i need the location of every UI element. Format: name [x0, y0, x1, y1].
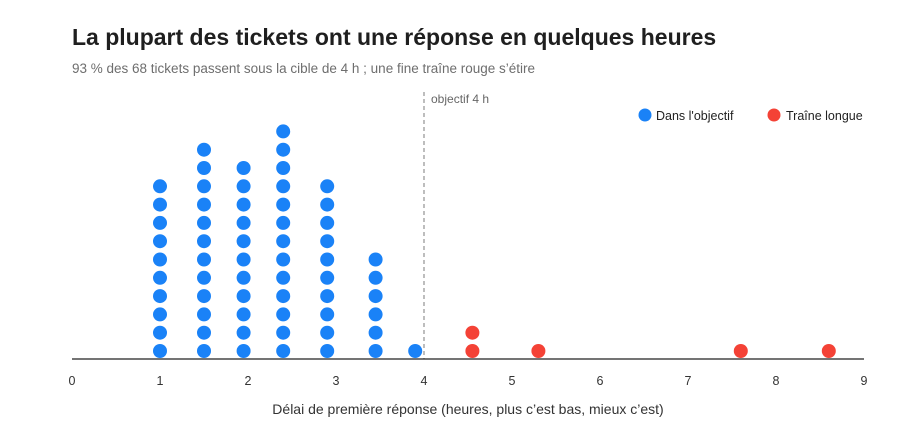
dot-on-target-5-1	[368, 325, 383, 340]
dot-on-target-0-4	[153, 270, 167, 285]
chart-title: La plupart des tickets ont une réponse e…	[72, 24, 717, 50]
dot-on-target-0-7	[153, 215, 167, 230]
dot-on-target-0-6	[153, 234, 167, 249]
dot-on-target-3-7	[276, 215, 291, 230]
dot-long-tail-2-0	[733, 344, 748, 358]
dot-on-target-2-8	[236, 197, 251, 212]
dot-on-target-3-10	[276, 161, 291, 175]
dot-on-target-1-1	[197, 325, 211, 340]
dot-on-target-2-4	[236, 270, 251, 285]
x-tick-label-4: 4	[421, 374, 428, 388]
dot-on-target-4-2	[320, 307, 335, 322]
x-tick-label-8: 8	[773, 374, 780, 388]
dot-on-target-1-5	[197, 252, 211, 267]
x-tick-label-9: 9	[861, 374, 868, 388]
dot-on-target-3-11	[276, 142, 291, 157]
dot-on-target-4-9	[320, 179, 335, 194]
x-tick-label-5: 5	[509, 374, 516, 388]
x-tick-label-7: 7	[685, 374, 692, 388]
dot-on-target-2-6	[236, 234, 251, 249]
dot-on-target-5-5	[368, 252, 383, 267]
dot-on-target-1-8	[197, 197, 211, 212]
dot-on-target-3-8	[276, 197, 291, 212]
legend-marker-1	[767, 108, 781, 122]
dot-on-target-4-5	[320, 252, 335, 267]
target-label: objectif 4 h	[431, 92, 489, 106]
dot-on-target-4-7	[320, 215, 335, 230]
dot-on-target-2-0	[236, 344, 251, 358]
x-tick-label-2: 2	[245, 374, 252, 388]
dot-on-target-6-0	[408, 344, 423, 358]
dot-on-target-1-4	[197, 270, 211, 285]
dot-on-target-2-10	[236, 161, 251, 175]
dot-on-target-3-1	[276, 325, 291, 340]
x-tick-label-3: 3	[333, 374, 340, 388]
dot-on-target-1-10	[197, 161, 211, 175]
dot-on-target-1-3	[197, 289, 211, 304]
x-axis-title: Délai de première réponse (heures, plus …	[272, 401, 663, 417]
dot-on-target-2-2	[236, 307, 251, 322]
chart-subtitle: 93 % des 68 tickets passent sous la cibl…	[72, 61, 536, 76]
dot-on-target-4-3	[320, 289, 335, 304]
dot-on-target-0-2	[153, 307, 167, 322]
legend-label-0: Dans l'objectif	[656, 109, 734, 123]
dot-long-tail-3-0	[821, 344, 836, 358]
dot-on-target-1-0	[197, 344, 211, 358]
dot-on-target-4-4	[320, 270, 335, 285]
dot-long-tail-0-0	[465, 344, 480, 358]
dot-on-target-1-2	[197, 307, 211, 322]
legend-label-1: Traîne longue	[786, 109, 863, 123]
dot-on-target-3-9	[276, 179, 291, 194]
dot-on-target-0-8	[153, 197, 167, 212]
dot-on-target-4-6	[320, 234, 335, 249]
dot-on-target-4-1	[320, 325, 335, 340]
dot-on-target-1-11	[197, 142, 211, 157]
dot-on-target-1-7	[197, 215, 211, 230]
dot-on-target-0-5	[153, 252, 167, 267]
dot-long-tail-1-0	[531, 344, 546, 358]
dot-on-target-4-0	[320, 344, 335, 358]
dot-on-target-2-7	[236, 215, 251, 230]
dot-on-target-3-3	[276, 289, 291, 304]
legend-marker-0	[638, 108, 652, 122]
dot-on-target-3-12	[276, 124, 291, 139]
dot-on-target-3-2	[276, 307, 291, 322]
dot-on-target-2-1	[236, 325, 251, 340]
x-tick-label-6: 6	[597, 374, 604, 388]
dot-on-target-4-8	[320, 197, 335, 212]
dot-on-target-0-3	[153, 289, 167, 304]
dot-on-target-5-4	[368, 270, 383, 285]
dot-long-tail-0-1	[465, 325, 480, 340]
dot-on-target-2-5	[236, 252, 251, 267]
dot-on-target-2-9	[236, 179, 251, 194]
dot-on-target-3-5	[276, 252, 291, 267]
dot-on-target-3-0	[276, 344, 291, 358]
dot-on-target-5-0	[368, 344, 383, 358]
x-tick-label-0: 0	[69, 374, 76, 388]
dot-on-target-2-3	[236, 289, 251, 304]
dot-on-target-0-9	[153, 179, 167, 194]
dot-on-target-5-2	[368, 307, 383, 322]
dot-on-target-0-1	[153, 325, 167, 340]
dot-on-target-1-9	[197, 179, 211, 194]
dot-on-target-5-3	[368, 289, 383, 304]
dot-on-target-0-0	[153, 344, 167, 358]
dot-on-target-3-6	[276, 234, 291, 249]
dot-on-target-3-4	[276, 270, 291, 285]
dot-on-target-1-6	[197, 234, 211, 249]
x-tick-label-1: 1	[157, 374, 164, 388]
